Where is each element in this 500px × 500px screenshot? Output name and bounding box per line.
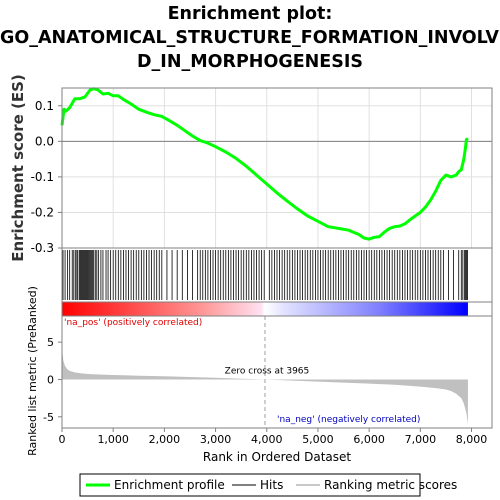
es-ytick-label: -0.3	[31, 241, 54, 255]
x-tick-label: 3,000	[200, 433, 232, 446]
metric-panel: Zero cross at 3965 'na_pos' (positively c…	[26, 286, 493, 456]
metric-area	[62, 343, 468, 425]
metric-ytick-label: 0	[47, 373, 54, 386]
hits-panel	[61, 247, 493, 303]
metric-ylabel: Ranked list metric (PreRanked)	[26, 286, 39, 456]
x-tick-label: 2,000	[149, 433, 181, 446]
es-ytick-label: 0.1	[35, 99, 54, 113]
x-tick-label: 7,000	[405, 433, 437, 446]
x-tick-label: 1,000	[97, 433, 129, 446]
legend-item-label: Enrichment profile	[114, 478, 225, 492]
neg-label: 'na_neg' (negatively correlated)	[277, 415, 420, 425]
metric-plot-area	[62, 316, 492, 428]
metric-frame	[61, 315, 493, 429]
x-tick-label: 8,000	[456, 433, 488, 446]
x-tick-label: 6,000	[353, 433, 385, 446]
color-bar	[61, 301, 493, 317]
es-panel: 0.1 0.0 -0.1 -0.2 -0.3 Enrichment score (ES)	[9, 74, 493, 262]
es-plot-area	[62, 88, 492, 248]
chart-title: Enrichment plot: GO_ANATOMICAL_STRUCTURE…	[0, 2, 500, 74]
legend-item-label: Ranking metric scores	[324, 478, 457, 492]
zero-cross-label: Zero cross at 3965	[225, 366, 310, 376]
title-line-3: D_IN_MORPHOGENESIS	[137, 52, 363, 72]
x-tick-label: 4,000	[251, 433, 283, 446]
x-axis-label: Rank in Ordered Dataset	[203, 450, 351, 464]
metric-ytick-label: 5	[47, 336, 54, 349]
es-ylabel: Enrichment score (ES)	[9, 74, 27, 262]
x-tick-label: 5,000	[302, 433, 334, 446]
title-line-2: GO_ANATOMICAL_STRUCTURE_FORMATION_INVOLV…	[0, 28, 500, 48]
x-axis: 0 1,000 2,000 3,000 4,000 5,000 6,000 7,000 8,00…	[59, 428, 488, 464]
es-ytick-label: -0.1	[31, 170, 54, 184]
title-line-1: Enrichment plot:	[167, 4, 333, 24]
legend: Enrichment profile Hits Ranking metric sco…	[79, 473, 457, 497]
x-tick-label: 0	[59, 433, 66, 446]
pos-label: 'na_pos' (positively correlated)	[64, 318, 202, 328]
es-curve	[60, 87, 469, 241]
es-ytick-label: 0.0	[35, 134, 54, 148]
es-ytick-label: -0.2	[31, 205, 54, 219]
legend-item-label: Hits	[260, 478, 283, 492]
metric-ytick-label: -5	[43, 411, 54, 424]
colorbar-fill	[62, 302, 468, 316]
